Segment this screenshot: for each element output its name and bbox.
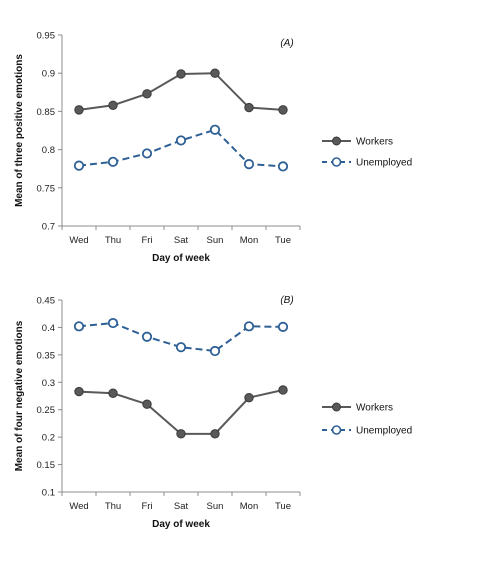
legend-marker-workers — [332, 136, 341, 146]
data-point-workers — [142, 399, 152, 409]
y-tick-label: 0.8 — [42, 145, 55, 156]
data-point-unemployed — [243, 159, 255, 170]
data-point-unemployed — [107, 156, 119, 167]
legend-marker-workers — [332, 402, 341, 412]
y-axis-title: Mean of four negative emotions — [14, 320, 25, 471]
data-point-workers — [74, 386, 84, 397]
y-tick-label: 0.9 — [42, 69, 55, 80]
data-point-unemployed — [209, 124, 221, 135]
legend-label-workers: Workers — [356, 403, 393, 414]
data-point-unemployed — [175, 135, 187, 146]
x-tick-label: Mon — [240, 501, 258, 512]
x-tick-label: Wed — [69, 235, 88, 246]
data-point-unemployed — [141, 148, 153, 159]
data-point-workers — [278, 385, 288, 395]
x-tick-label: Wed — [69, 501, 88, 512]
panel-label: (B) — [280, 295, 293, 306]
x-tick-label: Thu — [105, 235, 121, 246]
data-point-workers — [176, 69, 186, 79]
x-tick-label: Fri — [141, 235, 152, 246]
data-point-workers — [210, 429, 220, 439]
y-tick-label: 0.7 — [42, 222, 55, 233]
y-tick-label: 0.95 — [37, 31, 56, 42]
data-point-unemployed — [73, 321, 85, 332]
chart-panel-b: 0.1 0.15 0.2 0.25 0.3 0.35 0.4 0.45 Wed Thu Fri Sat… — [14, 295, 412, 530]
chart-panel-a: 0.7 0.75 0.8 0.85 0.9 0.95 Wed Thu Fri Sat Sun Mon T… — [14, 31, 412, 265]
data-point-workers — [278, 105, 288, 115]
legend-label-workers: Workers — [356, 137, 393, 148]
legend-label-unemployed: Unemployed — [356, 426, 412, 437]
x-tick-label: Sat — [174, 501, 189, 512]
y-tick-label: 0.2 — [42, 433, 55, 444]
y-tick-label: 0.4 — [42, 323, 55, 334]
legend-marker-unemployed — [331, 425, 342, 435]
y-tick-label: 0.25 — [37, 405, 56, 416]
data-point-unemployed — [107, 317, 119, 329]
data-point-unemployed — [243, 321, 255, 332]
data-point-unemployed — [277, 161, 289, 172]
x-tick-label: Fri — [141, 501, 152, 512]
legend-marker-unemployed — [331, 157, 342, 167]
data-point-workers — [176, 429, 186, 439]
data-point-workers — [244, 392, 254, 403]
x-tick-label: Sat — [174, 235, 189, 246]
x-axis-title: Day of week — [152, 253, 210, 264]
legend-label-unemployed: Unemployed — [356, 158, 412, 169]
y-tick-label: 0.75 — [37, 183, 56, 194]
x-axis-title: Day of week — [152, 519, 210, 530]
data-point-unemployed — [73, 160, 85, 171]
data-point-workers — [74, 105, 84, 115]
y-tick-label: 0.45 — [37, 296, 56, 307]
x-tick-label: Sun — [207, 501, 224, 512]
data-point-unemployed — [277, 321, 289, 332]
x-tick-label: Sun — [207, 235, 224, 246]
data-point-workers — [210, 68, 220, 78]
y-axis-title: Mean of three positive emotions — [14, 54, 25, 207]
y-tick-label: 0.1 — [42, 488, 55, 499]
data-point-unemployed — [209, 345, 221, 357]
x-tick-label: Tue — [275, 235, 291, 246]
data-point-workers — [244, 102, 254, 113]
panel-label: (A) — [280, 38, 293, 49]
x-tick-label: Tue — [275, 501, 291, 512]
y-tick-label: 0.15 — [37, 460, 56, 471]
y-tick-label: 0.35 — [37, 350, 56, 361]
data-point-unemployed — [141, 331, 153, 342]
x-tick-label: Thu — [105, 501, 121, 512]
x-tick-label: Mon — [240, 235, 258, 246]
data-point-workers — [108, 388, 118, 398]
data-point-workers — [108, 100, 118, 110]
data-point-workers — [142, 89, 152, 99]
y-tick-label: 0.3 — [42, 378, 55, 389]
y-tick-label: 0.85 — [37, 107, 56, 118]
data-point-unemployed — [175, 342, 187, 353]
